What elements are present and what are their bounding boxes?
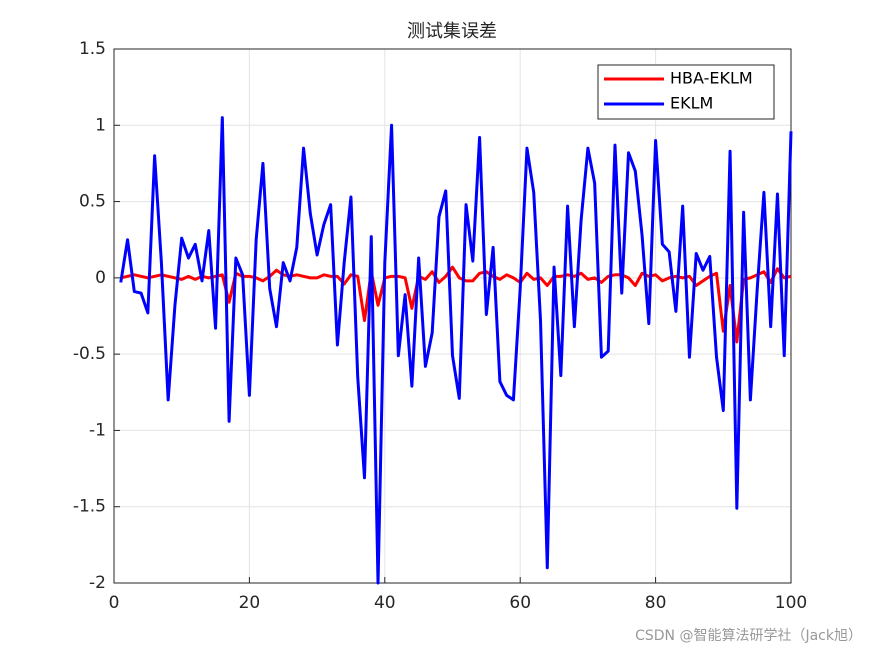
series-line (119, 116, 793, 585)
x-tick-label: 100 (775, 593, 807, 613)
x-tick-label: 20 (239, 593, 261, 613)
x-tick-label: 40 (374, 593, 396, 613)
watermark: CSDN @智能算法研学社（Jack旭） (635, 628, 862, 644)
x-tick-label: 0 (109, 593, 120, 613)
y-tick-label: -2 (89, 573, 106, 593)
y-tick-label: -1.5 (73, 497, 106, 517)
plot-frame (113, 48, 792, 584)
y-tick-label: -0.5 (73, 344, 106, 364)
y-tick-label: 1.5 (79, 39, 106, 59)
y-tick-label: 0.5 (79, 192, 106, 212)
x-tick-label: 60 (509, 593, 531, 613)
legend-label: EKLM (670, 94, 713, 113)
x-tick-label: 80 (645, 593, 667, 613)
legend-label: HBA-EKLM (670, 69, 753, 88)
legend-box (597, 64, 775, 120)
chart-title: 测试集误差 (407, 21, 497, 42)
y-tick-label: 1 (95, 115, 106, 135)
y-tick-label: 0 (95, 268, 106, 288)
y-tick-label: -1 (89, 420, 106, 440)
